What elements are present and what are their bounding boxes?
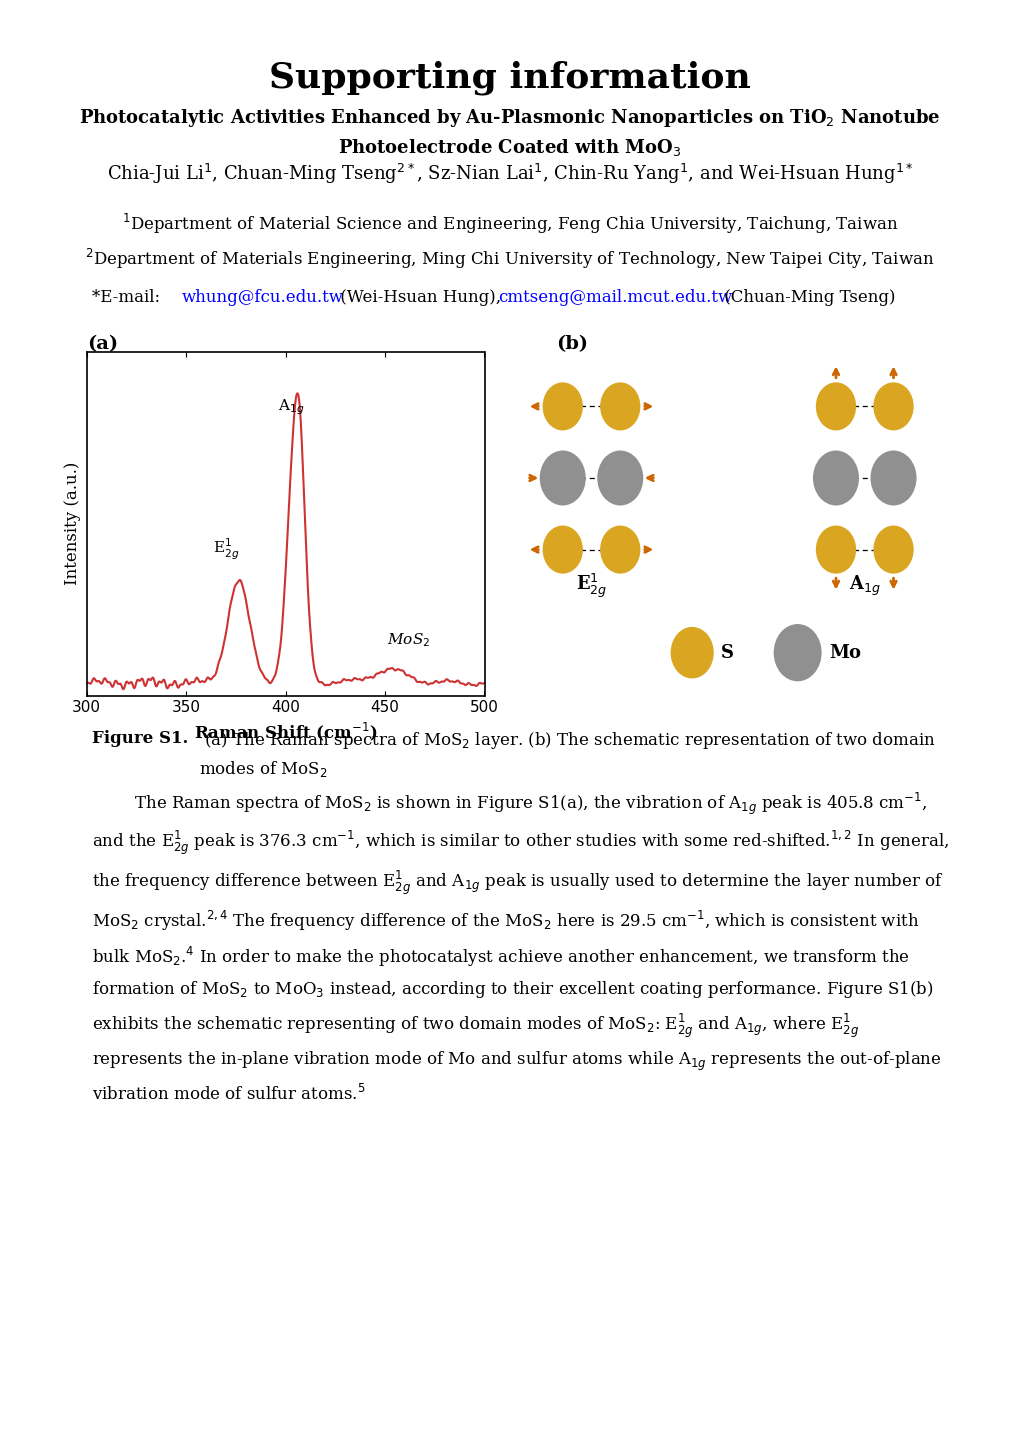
- Circle shape: [815, 525, 855, 574]
- Circle shape: [599, 382, 640, 430]
- Text: $^1$Department of Material Science and Engineering, Feng Chia University, Taichu: $^1$Department of Material Science and E…: [86, 212, 933, 271]
- Text: (Wei-Hsuan Hung),: (Wei-Hsuan Hung),: [334, 289, 505, 306]
- Text: (a) The Raman spectra of MoS$_2$ layer. (b) The schematic representation of two : (a) The Raman spectra of MoS$_2$ layer. …: [199, 730, 934, 779]
- Text: E$^1_{2g}$: E$^1_{2g}$: [213, 537, 238, 561]
- Text: Chia-Jui Li$^1$, Chuan-Ming Tseng$^{2*}$, Sz-Nian Lai$^1$, Chin-Ru Yang$^1$, and: Chia-Jui Li$^1$, Chuan-Ming Tseng$^{2*}$…: [107, 162, 912, 186]
- X-axis label: Raman Shift (cm$^{-1}$): Raman Shift (cm$^{-1}$): [194, 722, 377, 743]
- Text: Supporting information: Supporting information: [269, 61, 750, 95]
- Circle shape: [597, 450, 643, 505]
- Circle shape: [599, 525, 640, 574]
- Text: whung@fcu.edu.tw: whung@fcu.edu.tw: [181, 289, 343, 306]
- Circle shape: [542, 525, 582, 574]
- Text: E$^1_{2g}$: E$^1_{2g}$: [575, 571, 606, 600]
- Circle shape: [872, 525, 913, 574]
- Circle shape: [542, 382, 582, 430]
- Text: cmtseng@mail.mcut.edu.tw: cmtseng@mail.mcut.edu.tw: [497, 289, 732, 306]
- Text: A$_{1g}$: A$_{1g}$: [848, 573, 879, 597]
- Circle shape: [539, 450, 585, 505]
- Text: A$_{1g}$: A$_{1g}$: [278, 398, 305, 417]
- Text: (b): (b): [555, 335, 587, 352]
- Text: (a): (a): [87, 335, 118, 352]
- Text: S: S: [720, 644, 734, 662]
- Circle shape: [772, 623, 821, 681]
- Y-axis label: Intensity (a.u.): Intensity (a.u.): [64, 462, 82, 586]
- Circle shape: [815, 382, 855, 430]
- Circle shape: [869, 450, 916, 505]
- Text: Photocatalytic Activities Enhanced by Au-Plasmonic Nanoparticles on TiO$_2$ Nano: Photocatalytic Activities Enhanced by Au…: [79, 107, 940, 157]
- Text: MoS$_2$: MoS$_2$: [387, 632, 430, 649]
- Text: Figure S1.: Figure S1.: [92, 730, 187, 747]
- Text: The Raman spectra of MoS$_2$ is shown in Figure S1(a), the vibration of A$_{1g}$: The Raman spectra of MoS$_2$ is shown in…: [92, 791, 949, 1104]
- Text: (Chuan-Ming Tseng): (Chuan-Ming Tseng): [718, 289, 895, 306]
- Circle shape: [812, 450, 858, 505]
- Text: *E-mail:: *E-mail:: [92, 289, 165, 306]
- Text: Mo: Mo: [828, 644, 860, 662]
- Circle shape: [669, 626, 713, 678]
- Circle shape: [872, 382, 913, 430]
